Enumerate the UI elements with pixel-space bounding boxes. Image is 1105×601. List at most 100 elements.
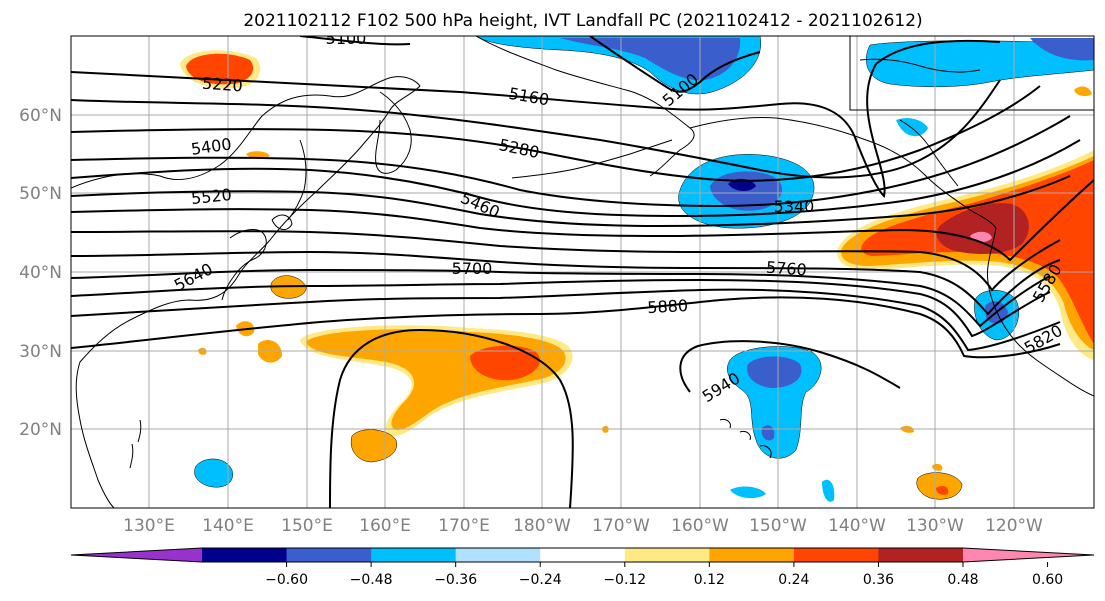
figure-title: 2021102112 F102 500 hPa height, IVT Land… <box>243 11 922 31</box>
colorbar-segments <box>71 548 1094 562</box>
lon-label: 140°E <box>202 516 254 536</box>
coastline-kamchatka <box>375 91 412 174</box>
colorbar-outline <box>70 547 1095 563</box>
contour-label: 5340 <box>774 197 815 216</box>
map-content: 5100 5220 5160 5100 5400 5280 5520 5460 … <box>71 29 1094 508</box>
lon-label: 160°W <box>671 516 729 536</box>
contour-5940 <box>329 328 901 508</box>
colorbar-extend-low <box>71 548 202 562</box>
orange-anomaly-small-1 <box>246 151 270 159</box>
colorbar-tick-label: 0.12 <box>694 572 725 588</box>
map-panel: 5100 5220 5160 5100 5400 5280 5520 5460 … <box>70 29 1095 509</box>
contour-5340 <box>71 115 1071 208</box>
blue-anomaly-south-1 <box>730 486 766 499</box>
ivt-positive-shading <box>180 50 1094 500</box>
lat-label: 50°N <box>19 184 62 204</box>
lon-label: 180°W <box>513 516 571 536</box>
height-contours <box>71 36 1094 508</box>
colorbar-segment <box>286 548 372 562</box>
coastline-northamerica <box>987 227 1094 397</box>
lon-label: 130°W <box>906 516 964 536</box>
colorbar-tick-label: −0.48 <box>350 572 393 588</box>
contour-5820 <box>71 288 1061 352</box>
lat-label: 60°N <box>19 106 62 126</box>
colorbar-segment <box>878 548 964 562</box>
lat-label: 40°N <box>19 263 62 283</box>
contour-5700 <box>71 268 1051 328</box>
orange-anomaly-southeast <box>916 472 963 500</box>
colorbar-tick-label: 0.24 <box>778 572 809 588</box>
red-anomaly-subtropics <box>470 345 540 381</box>
contour-5580 <box>71 230 1061 292</box>
contour-5100 <box>299 36 761 93</box>
contour-5880 <box>71 296 1061 359</box>
contour-5460 <box>71 175 1071 228</box>
colorbar-segment <box>624 548 710 562</box>
coastlines <box>71 36 1094 508</box>
contour-5640 <box>71 250 1061 316</box>
lon-label: 150°W <box>749 516 807 536</box>
latitude-labels: 60°N 50°N 40°N 30°N 20°N <box>19 106 62 440</box>
lon-label: 140°W <box>828 516 886 536</box>
contour-5220 <box>71 79 1001 179</box>
colorbar-tick-label: −0.24 <box>519 572 562 588</box>
coastline-hawaii <box>719 419 772 459</box>
coastline-canada-islands <box>899 119 959 187</box>
contour-5400 <box>71 139 1081 218</box>
colorbar: −0.60 −0.48 −0.36 −0.24 −0.12 0.12 0.24 0.36 0.4… <box>70 547 1095 588</box>
contour-5760 <box>71 278 1051 338</box>
coastline-sakhalin <box>287 139 307 221</box>
orange-anomaly-small-3 <box>1074 86 1092 97</box>
colorbar-tick-label: −0.60 <box>265 572 308 588</box>
colorbar-segment <box>540 548 626 562</box>
ivt-negative-shading <box>194 36 1094 502</box>
lon-label: 160°E <box>359 516 411 536</box>
contour-label: 5520 <box>190 185 232 208</box>
colorbar-segment <box>455 548 541 562</box>
colorbar-ticks: −0.60 −0.48 −0.36 −0.24 −0.12 0.12 0.24 0.36 0.4… <box>265 562 1063 588</box>
colorbar-segment <box>793 548 879 562</box>
contour-5520 <box>71 179 1094 262</box>
colorbar-segment <box>709 548 795 562</box>
red-anomaly-westpac <box>186 53 254 85</box>
contour-5280 <box>71 85 1041 182</box>
contour-label: 5220 <box>201 74 243 96</box>
red-anomaly-southeast <box>936 486 949 495</box>
contour-label: 5700 <box>452 259 493 278</box>
graticule <box>71 36 1094 508</box>
coastline-alaska <box>475 36 997 229</box>
blue-anomaly-subtropics-west <box>194 458 233 488</box>
blue-anomaly-northeast-core <box>1030 38 1094 61</box>
lon-label: 150°E <box>281 516 333 536</box>
lon-label: 170°E <box>438 516 490 536</box>
lon-label: 120°W <box>985 516 1043 536</box>
contour-5160 <box>71 39 1001 198</box>
darkred-anomaly-ar-core <box>936 203 1029 254</box>
coastline-marianas <box>129 419 142 469</box>
coastline-canada-north <box>849 36 1094 111</box>
blue-anomaly-hawaii-core <box>747 356 802 388</box>
lon-label: 130°E <box>123 516 175 536</box>
colorbar-tick-label: 0.48 <box>947 572 978 588</box>
lon-label: 170°W <box>592 516 650 536</box>
longitude-labels: 130°E 140°E 150°E 160°E 170°E 180°W 170°… <box>123 516 1043 536</box>
colorbar-tick-label: 0.36 <box>863 572 894 588</box>
lat-label: 30°N <box>19 342 62 362</box>
contour-label: 5760 <box>765 258 807 280</box>
blue-anomaly-alaska-core <box>560 38 741 81</box>
lat-label: 20°N <box>19 420 62 440</box>
blue-anomaly-south-2 <box>822 479 835 502</box>
colorbar-tick-label: −0.12 <box>603 572 646 588</box>
colorbar-segment <box>371 548 457 562</box>
contour-label: 5880 <box>647 296 689 317</box>
colorbar-segment <box>202 548 288 562</box>
contour-label: 5100 <box>326 29 367 48</box>
coastline-japan <box>221 214 293 301</box>
blue-anomaly-gulf-center <box>728 178 756 191</box>
colorbar-extend-high <box>963 548 1094 562</box>
coastline-asia <box>71 76 421 508</box>
colorbar-tick-label: 0.60 <box>1032 572 1063 588</box>
map-frame <box>70 35 1095 509</box>
colorbar-tick-label: −0.36 <box>434 572 477 588</box>
